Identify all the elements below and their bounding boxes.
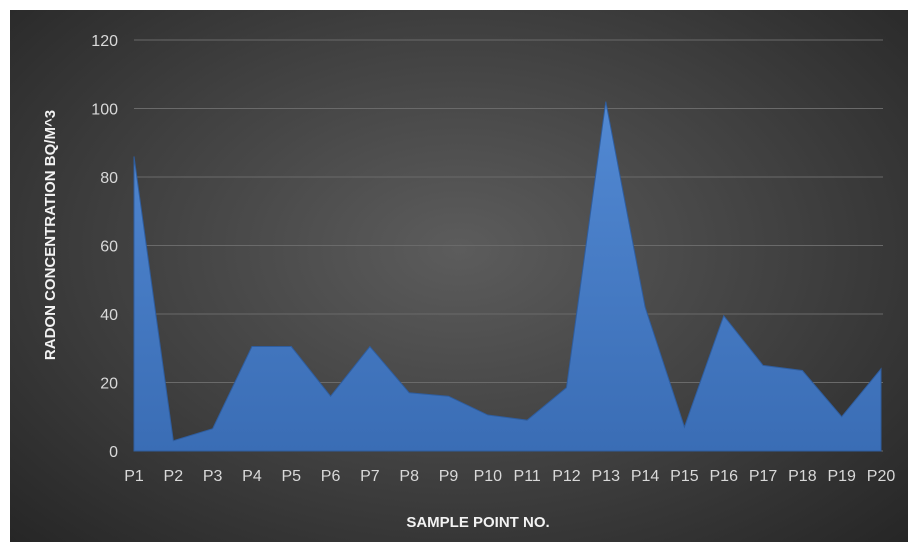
x-tick-label: P13 — [592, 468, 621, 485]
x-axis-title: SAMPLE POINT NO. — [406, 514, 549, 531]
area-chart: 0 20 40 60 80 100 120 P1 P2 P3 P4 P5 P6 P7 P8 P9 P10 P11… — [42, 33, 895, 531]
y-axis-ticks: 0 20 40 60 80 100 120 — [91, 33, 118, 461]
x-tick-label: P17 — [749, 468, 778, 485]
x-tick-label: P12 — [552, 468, 581, 485]
y-axis-title: RADON CONCENTRATION BQ/M^3 — [42, 110, 59, 360]
x-tick-label: P6 — [321, 468, 341, 485]
x-tick-label: P4 — [242, 468, 262, 485]
y-tick-label: 0 — [109, 444, 118, 461]
y-tick-label: 120 — [91, 33, 118, 50]
y-tick-label: 100 — [91, 102, 118, 119]
x-tick-label: P19 — [827, 468, 856, 485]
x-tick-label: P11 — [514, 468, 541, 485]
x-tick-label: P3 — [203, 468, 223, 485]
x-tick-label: P9 — [439, 468, 459, 485]
x-tick-label: P7 — [360, 468, 380, 485]
series-area — [133, 101, 882, 452]
y-tick-label: 60 — [100, 239, 118, 256]
y-tick-label: 80 — [100, 170, 118, 187]
x-axis-ticks: P1 P2 P3 P4 P5 P6 P7 P8 P9 P10 P11 P12 P13 P14 P15 P16 P… — [124, 468, 895, 485]
chart-area: 0 20 40 60 80 100 120 P1 P2 P3 P4 P5 P6 P7 P8 P9 P10 P11… — [10, 10, 908, 542]
y-tick-label: 40 — [100, 307, 118, 324]
x-tick-label: P15 — [670, 468, 699, 485]
x-tick-label: P14 — [631, 468, 660, 485]
x-tick-label: P2 — [164, 468, 184, 485]
x-tick-label: P1 — [124, 468, 144, 485]
x-tick-label: P8 — [399, 468, 419, 485]
x-tick-label: P5 — [281, 468, 301, 485]
x-tick-label: P10 — [474, 468, 503, 485]
x-tick-label: P20 — [867, 468, 896, 485]
x-tick-label: P18 — [788, 468, 817, 485]
y-tick-label: 20 — [100, 376, 118, 393]
area-series — [133, 101, 882, 452]
x-tick-label: P16 — [710, 468, 739, 485]
